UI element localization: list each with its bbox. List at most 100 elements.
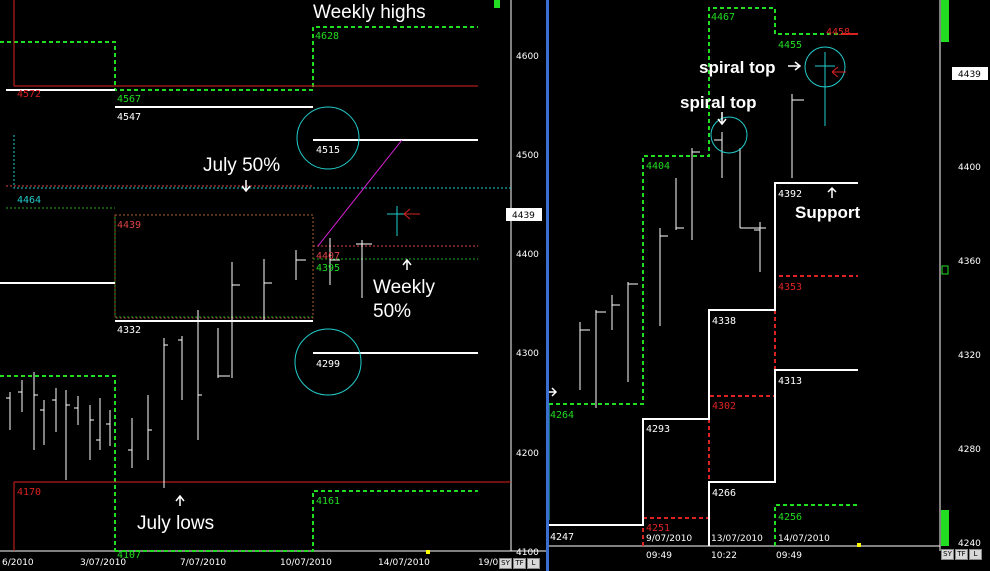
july-lows-annotation: July lows: [137, 513, 214, 534]
right-scroll-thumb[interactable]: [941, 265, 949, 275]
july-50-annotation: July 50%: [203, 155, 280, 176]
left-x-label-2: 7/07/2010: [180, 558, 226, 568]
left-sy-button[interactable]: SY: [499, 558, 512, 569]
rlabel-4313: 4313: [778, 376, 802, 387]
left-y-tick-4300: 4300: [516, 349, 539, 359]
label-4464: 4464: [17, 195, 41, 206]
support-annotation: Support: [795, 203, 860, 222]
right-y-tick-4400: 4400: [958, 163, 981, 173]
right-time-marker: [857, 543, 861, 547]
rlabel-4293: 4293: [646, 424, 670, 435]
right-edge-arrow-icon: [549, 387, 558, 397]
right-l-button[interactable]: L: [969, 549, 982, 560]
left-y-tick-4200: 4200: [516, 449, 539, 459]
july-50-down-arrow-icon: [241, 180, 251, 193]
spiral-top-2-right-arrow-icon: [788, 61, 802, 71]
right-x-time-2: 09:49: [776, 551, 802, 561]
left-price-bars: [6, 238, 372, 488]
rlabel-4251: 4251: [646, 523, 670, 534]
label-4547: 4547: [117, 112, 141, 123]
right-current-price: 4439: [958, 70, 981, 80]
spiral-top-circle-1: [710, 116, 748, 154]
weekly-highs-annotation: Weekly highs: [313, 2, 426, 23]
left-price-panel: 4628 4572 4567 4547 4515 4464 4439 4407 …: [0, 0, 546, 568]
rlabel-4392: 4392: [778, 189, 802, 200]
label-4439: 4439: [117, 220, 141, 231]
rlabel-4256: 4256: [778, 512, 802, 523]
label-4161: 4161: [316, 496, 340, 507]
circle-4515: [296, 106, 360, 170]
rlabel-4266: 4266: [712, 488, 736, 499]
label-4407: 4407: [316, 251, 340, 262]
rlabel-4467: 4467: [711, 12, 735, 23]
weekly-50-annotation-line1: Weekly: [373, 277, 435, 298]
left-level-labels: 4628 4572 4567 4547 4515 4464 4439 4407 …: [17, 31, 340, 561]
july-lows-up-arrow-icon: [175, 494, 185, 506]
magenta-projection-line: [317, 139, 403, 247]
circle-4299: [294, 328, 362, 396]
left-l-button[interactable]: L: [527, 558, 540, 569]
left-annotations: Weekly highs July 50% Weekly 50% July lo…: [137, 2, 435, 534]
label-4332: 4332: [117, 325, 141, 336]
right-x-time-0: 09:49: [646, 551, 672, 561]
left-x-axis: 6/2010 3/07/2010 7/07/2010 10/07/2010 14…: [2, 558, 498, 568]
right-x-date-2: 14/07/2010: [778, 534, 830, 544]
rlabel-4404: 4404: [646, 161, 670, 172]
left-y-tick-4100: 4100: [516, 548, 539, 558]
right-price-panel: 4467 4458 4455 4404 4392 4353 4338 4313 …: [548, 0, 988, 561]
right-tf-button[interactable]: TF: [955, 549, 968, 560]
label-4170: 4170: [17, 487, 41, 498]
green-dotted-box: [114, 214, 314, 318]
right-price-bars: [579, 94, 804, 408]
right-weekly-high-range: [549, 7, 858, 405]
left-tf-button[interactable]: TF: [513, 558, 526, 569]
support-up-arrow-icon: [827, 186, 837, 198]
left-red-arrow-icon: [403, 208, 420, 220]
rlabel-4302: 4302: [712, 401, 736, 412]
right-current-price-box: [952, 67, 988, 80]
right-y-tick-4240: 4240: [958, 539, 981, 549]
rlabel-4353: 4353: [778, 282, 802, 293]
rlabel-4458: 4458: [826, 27, 850, 38]
left-y-tick-4400: 4400: [516, 250, 539, 260]
panel-divider[interactable]: [546, 0, 549, 571]
weekly-low-range-line-b: [115, 490, 478, 552]
weekly-high-range-line: [0, 26, 478, 91]
label-4299: 4299: [316, 359, 340, 370]
right-x-time-1: 10:22: [711, 551, 737, 561]
right-annotations: spiral top spiral top Support: [680, 58, 860, 222]
july-50-line: [13, 135, 511, 189]
weekly-low-range-line-a: [0, 375, 116, 551]
spiral-top-1-down-arrow-icon: [717, 112, 727, 126]
red-dotted-box: [114, 214, 314, 319]
right-x-axis: 9/07/2010 13/07/2010 14/07/2010 09:49 10…: [646, 534, 830, 561]
spiral-top-2-annotation: spiral top: [699, 58, 776, 77]
right-scroll-bottom[interactable]: [941, 510, 949, 546]
label-4107: 4107: [117, 550, 141, 561]
weekly-50-annotation-line2: 50%: [373, 301, 411, 322]
left-y-tick-4600: 4600: [516, 52, 539, 62]
rlabel-4338: 4338: [712, 316, 736, 327]
right-white-support-step: [549, 182, 858, 526]
right-white-lower-step: [708, 369, 858, 546]
left-y-axis: 4600 4500 4400 4300 4200 4100: [516, 52, 539, 558]
rlabel-4247: 4247: [550, 532, 574, 543]
label-4572: 4572: [17, 89, 41, 100]
left-current-price: 4439: [512, 211, 535, 221]
right-scroll-top[interactable]: [941, 0, 949, 42]
right-y-tick-4360: 4360: [958, 257, 981, 267]
rlabel-4455: 4455: [778, 40, 802, 51]
right-x-date-0: 9/07/2010: [646, 534, 692, 544]
right-sy-button[interactable]: SY: [941, 549, 954, 560]
right-level-labels: 4467 4458 4455 4404 4392 4353 4338 4313 …: [550, 12, 850, 543]
label-4395: 4395: [316, 263, 340, 274]
left-x-label-3: 10/07/2010: [280, 558, 332, 568]
left-x-label-4: 14/07/2010: [378, 558, 430, 568]
left-x-label-1: 3/07/2010: [80, 558, 126, 568]
left-scroll-up[interactable]: [494, 0, 500, 8]
left-y-tick-4500: 4500: [516, 151, 539, 161]
right-red-arrow-icon: [831, 66, 846, 78]
right-y-axis: 4400 4360 4320 4280 4240: [958, 163, 981, 549]
label-4567: 4567: [117, 94, 141, 105]
